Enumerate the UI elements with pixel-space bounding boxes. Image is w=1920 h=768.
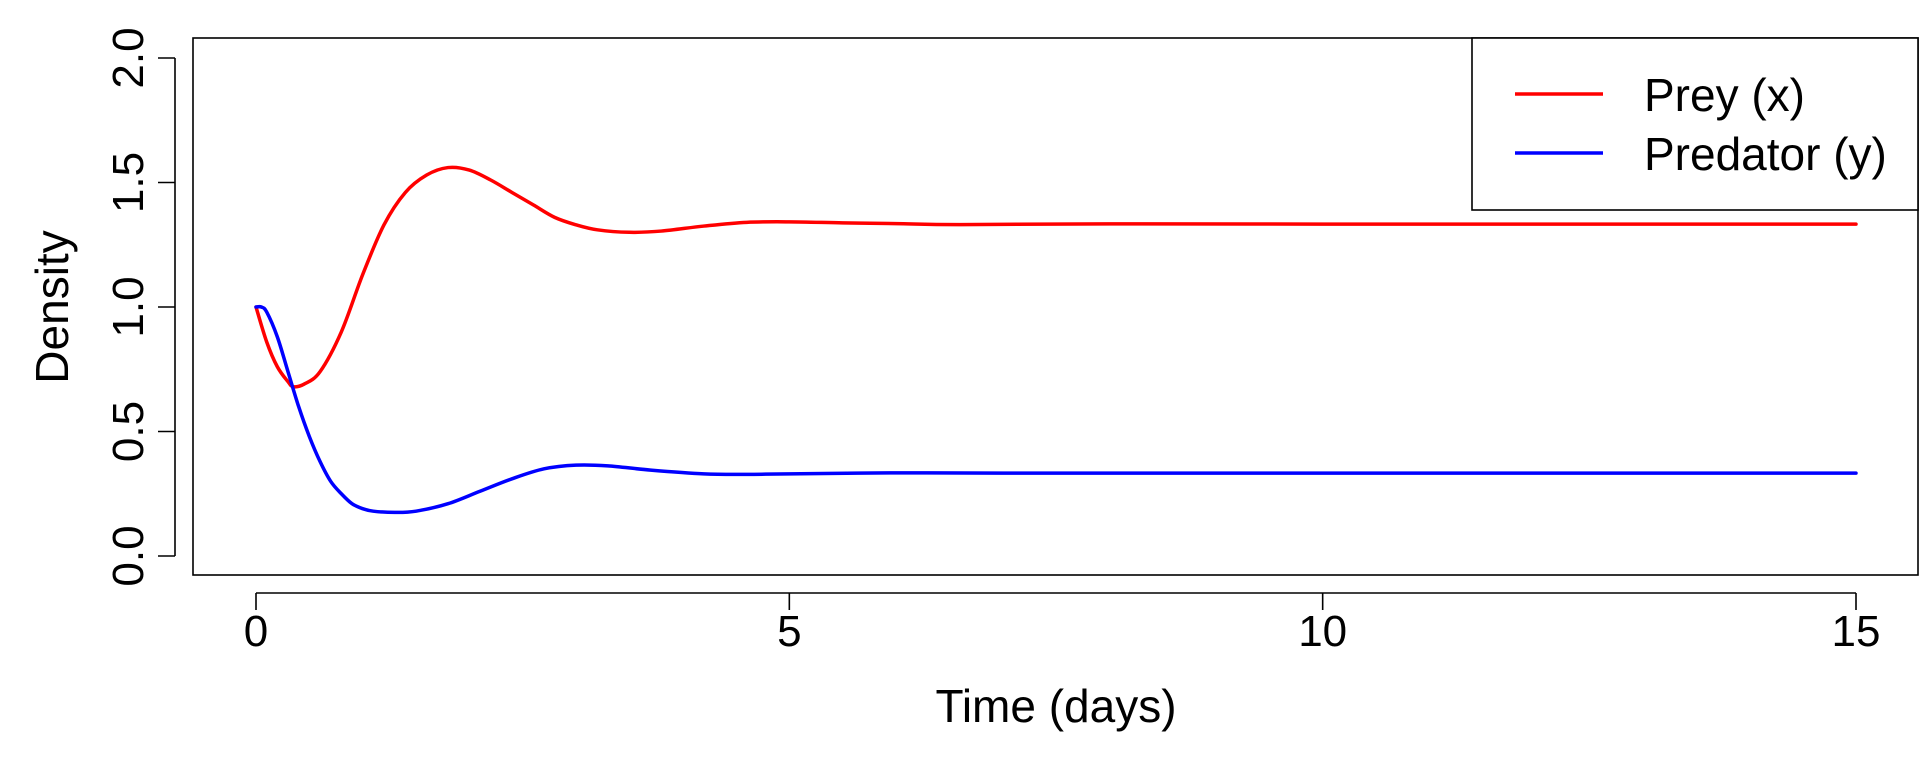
legend: Prey (x) Predator (y) <box>1471 37 1919 211</box>
plot-area-frame <box>192 37 1919 576</box>
y-axis-title: Density <box>26 230 78 383</box>
x-tick-label: 5 <box>777 607 801 656</box>
y-axis-ticks: 0.0 0.5 1.0 1.5 2.0 <box>104 27 175 587</box>
legend-label-prey: Prey (x) <box>1644 69 1805 121</box>
legend-box <box>1471 37 1919 211</box>
y-tick-label: 2.0 <box>104 27 153 88</box>
x-tick-label: 0 <box>244 607 268 656</box>
y-tick-label: 0.5 <box>104 401 153 462</box>
series-line-prey <box>254 165 1858 389</box>
series-group <box>254 165 1858 515</box>
x-tick-label: 15 <box>1832 607 1881 656</box>
x-tick-label: 10 <box>1298 607 1347 656</box>
x-axis-ticks: 0 5 10 15 <box>244 593 1881 656</box>
y-tick-label: 0.0 <box>104 525 153 586</box>
series-line-predator <box>254 304 1858 515</box>
y-tick-label: 1.5 <box>104 152 153 213</box>
y-tick-label: 1.0 <box>104 276 153 337</box>
legend-label-predator: Predator (y) <box>1644 128 1887 180</box>
x-axis-title: Time (days) <box>935 680 1176 732</box>
